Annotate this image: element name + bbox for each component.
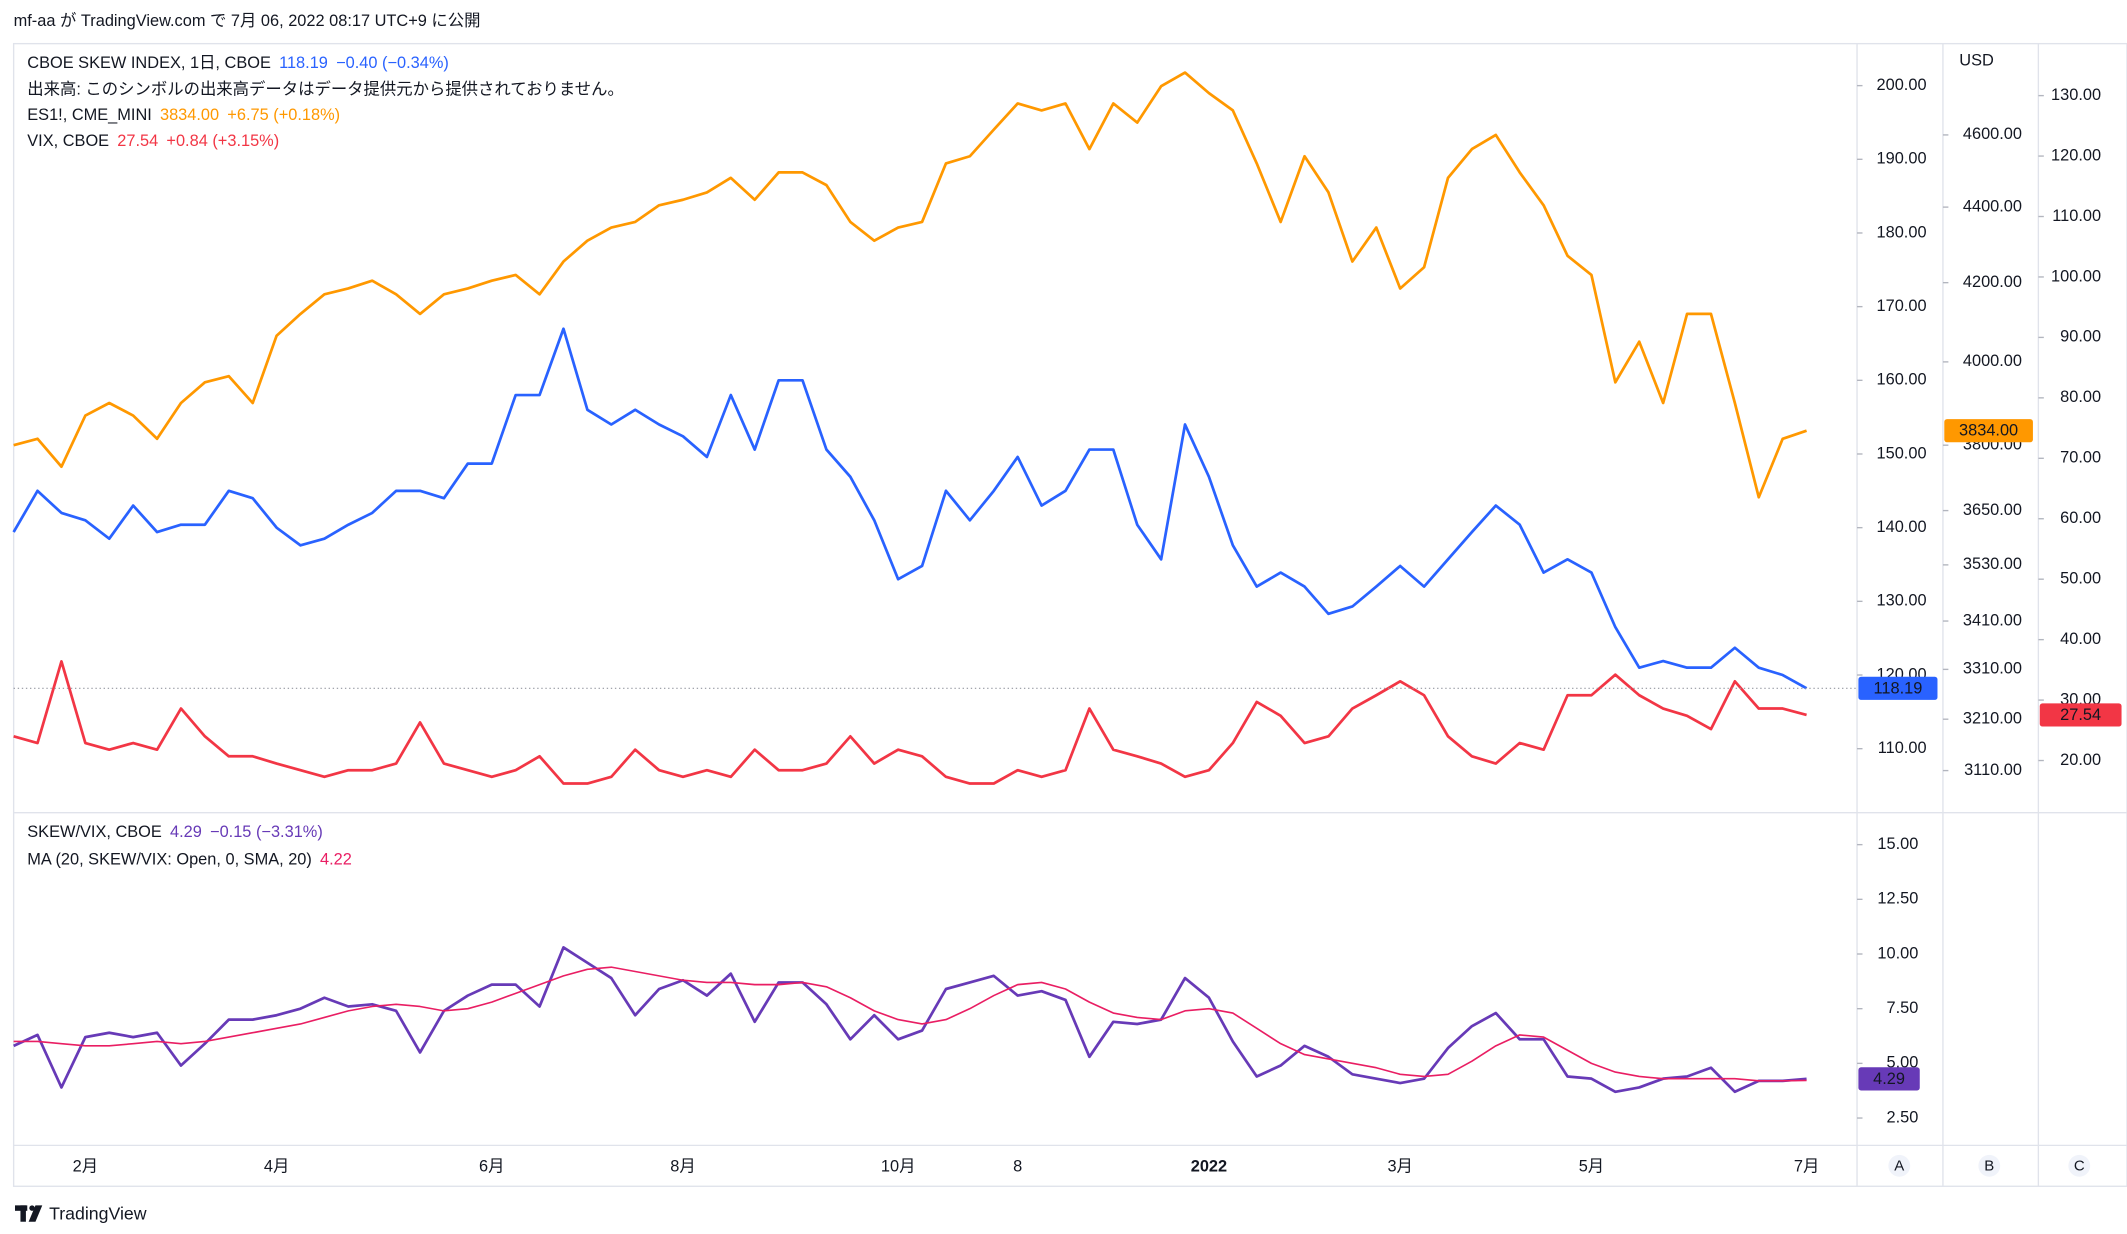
- header-title: mf-aa が TradingView.com で 7月 06, 2022 08…: [14, 12, 481, 30]
- legend-last: 4.22: [320, 851, 352, 869]
- y-tick-label: 20.00: [2060, 751, 2101, 769]
- y-tick-label: 60.00: [2060, 509, 2101, 527]
- y-tick-label: 10.00: [1877, 944, 1918, 962]
- y-tick-label: 3650.00: [1963, 501, 2022, 519]
- x-tick-label: 7月: [1794, 1158, 1819, 1176]
- y-tick-label: 70.00: [2060, 449, 2101, 467]
- y-tick-label: 50.00: [2060, 570, 2101, 588]
- y-tick-label: 170.00: [1877, 297, 1927, 315]
- y-tick-label: 12.50: [1877, 890, 1918, 908]
- legend-last: 3834.00: [160, 106, 219, 124]
- x-tick-label: 6月: [479, 1158, 504, 1176]
- x-tick-label: 4月: [264, 1158, 289, 1176]
- y-tick-label: 3310.00: [1963, 660, 2022, 678]
- legend-name: VIX, CBOE: [27, 132, 109, 150]
- y-tick-label: 200.00: [1877, 76, 1927, 94]
- scale-button-bg[interactable]: [2068, 1154, 2091, 1177]
- logo-part: [28, 1205, 43, 1222]
- series-line: [12, 327, 1808, 690]
- y-tick-label: 80.00: [2060, 388, 2101, 406]
- legend-change: −0.40 (−0.34%): [336, 54, 449, 72]
- scale-button-bg[interactable]: [1888, 1154, 1911, 1177]
- scale-button[interactable]: B: [1978, 1154, 2001, 1177]
- x-tick-label: 8月: [670, 1158, 695, 1176]
- last-value-badge: [1858, 1067, 1920, 1091]
- scale-button[interactable]: A: [1888, 1154, 1911, 1177]
- last-value-badge: [2039, 703, 2122, 727]
- last-value-label: 3834.00: [1959, 422, 2018, 440]
- legend-name: CBOE SKEW INDEX, 1日, CBOE: [27, 54, 271, 72]
- scale-button-label[interactable]: A: [1894, 1157, 1904, 1174]
- scale-button-label[interactable]: B: [1984, 1157, 1994, 1174]
- footer-logo: [14, 1205, 43, 1222]
- scale-button[interactable]: C: [2068, 1154, 2091, 1177]
- y-tick-label: 15.00: [1877, 835, 1918, 853]
- y-tick-label: 4600.00: [1963, 125, 2022, 143]
- series-line: [13, 966, 1807, 1082]
- y-tick-label: 4200.00: [1963, 273, 2022, 291]
- volume-note: 出来高: このシンボルの出来高データはデータ提供元から提供されておりません。: [27, 79, 624, 98]
- logo-part: [29, 1205, 35, 1211]
- x-tick-label: 10月: [881, 1158, 916, 1176]
- logo-part: [20, 1205, 26, 1222]
- chart-frame: [12, 42, 2127, 1187]
- y-tick-label: 130.00: [2051, 86, 2101, 104]
- series-line: [13, 660, 1807, 785]
- legend-name: ES1!, CME_MINI: [27, 106, 152, 124]
- y-tick-label: 5.00: [1887, 1054, 1919, 1072]
- x-tick-label: 8: [1013, 1158, 1022, 1176]
- legend-entry: SKEW/VIX, CBOE 4.29 −0.15 (−3.31%): [27, 823, 323, 841]
- y-tick-label: 3530.00: [1963, 555, 2022, 573]
- y-tick-label: 2.50: [1887, 1108, 1919, 1126]
- x-tick-label: 3月: [1387, 1158, 1412, 1176]
- legend-entry: MA (20, SKEW/VIX: Open, 0, SMA, 20) 4.22: [27, 851, 352, 869]
- y-tick-label: 4000.00: [1963, 352, 2022, 370]
- legend-entry: CBOE SKEW INDEX, 1日, CBOE 118.19 −0.40 (−0…: [27, 54, 449, 72]
- legend-change: −0.15 (−3.31%): [210, 823, 323, 841]
- y-tick-label: 110.00: [1878, 739, 1927, 757]
- legend-entry: ES1!, CME_MINI 3834.00 +6.75 (+0.18%): [27, 106, 340, 124]
- y-tick-label: 40.00: [2060, 630, 2101, 648]
- y-tick-label: 90.00: [2060, 328, 2101, 346]
- legend-last: 118.19: [279, 54, 328, 72]
- x-tick-label: 2月: [73, 1158, 98, 1176]
- y-tick-label: 140.00: [1877, 518, 1927, 536]
- last-value-badge: [1858, 676, 1938, 700]
- last-value-badge: [1944, 419, 2033, 443]
- legend-name: SKEW/VIX, CBOE: [27, 823, 162, 841]
- legend-last: 4.29: [170, 823, 202, 841]
- last-value-label: 27.54: [2060, 706, 2101, 724]
- y-tick-label: 130.00: [1877, 592, 1927, 610]
- legend-last: 27.54: [117, 132, 158, 150]
- y-tick-label: 100.00: [2051, 267, 2101, 285]
- last-value-label: 4.29: [1873, 1070, 1905, 1088]
- last-value-label: 118.19: [1874, 679, 1923, 697]
- y-tick-label: 4400.00: [1963, 197, 2022, 215]
- legend-change: +6.75 (+0.18%): [227, 106, 340, 124]
- y-tick-label: 150.00: [1877, 444, 1927, 462]
- series-line: [13, 946, 1807, 1094]
- y-tick-label: 160.00: [1877, 371, 1927, 389]
- legend-entry: VIX, CBOE 27.54 +0.84 (+3.15%): [27, 132, 279, 150]
- y-tick-label: 3110.00: [1964, 761, 2022, 779]
- y-tick-label: 3410.00: [1963, 611, 2022, 629]
- axis-unit: USD: [1959, 52, 1994, 70]
- series-line: [13, 71, 1808, 499]
- scale-button-bg[interactable]: [1978, 1154, 2001, 1177]
- y-tick-label: 3210.00: [1963, 710, 2022, 728]
- footer-brand: TradingView: [49, 1204, 147, 1224]
- y-tick-label: 110.00: [2052, 207, 2101, 225]
- y-tick-label: 180.00: [1877, 223, 1927, 241]
- x-tick-label: 5月: [1579, 1158, 1604, 1176]
- y-tick-label: 7.50: [1887, 999, 1919, 1017]
- y-tick-label: 120.00: [2051, 146, 2101, 164]
- scale-button-label[interactable]: C: [2074, 1157, 2085, 1174]
- legend-change: +0.84 (+3.15%): [166, 132, 279, 150]
- x-tick-label: 2022: [1191, 1158, 1227, 1176]
- legend-name: MA (20, SKEW/VIX: Open, 0, SMA, 20): [27, 851, 312, 869]
- y-tick-label: 190.00: [1877, 150, 1927, 168]
